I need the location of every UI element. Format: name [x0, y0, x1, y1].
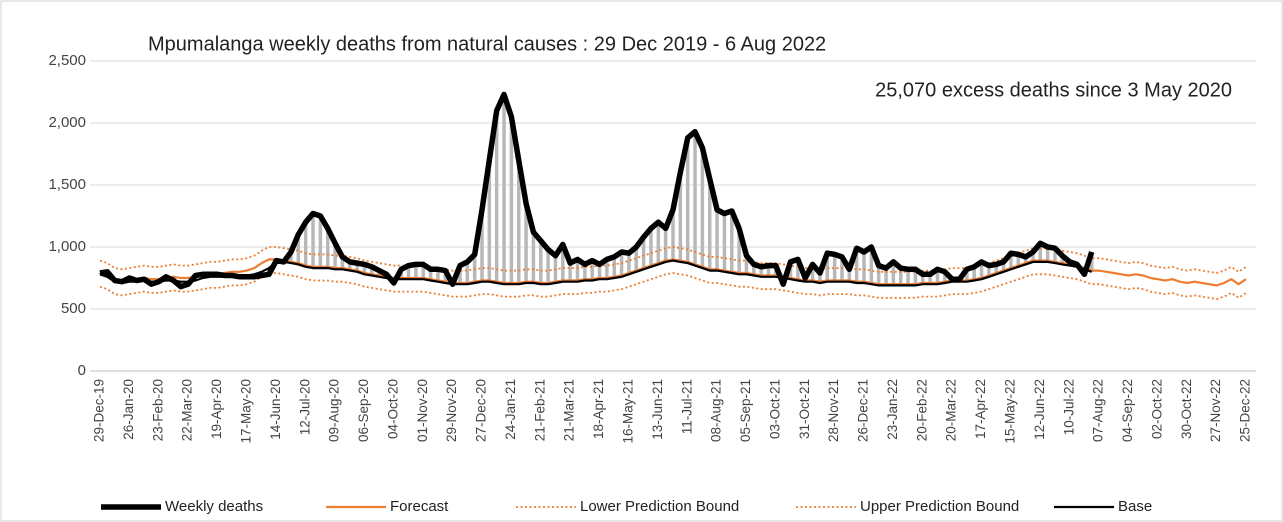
- x-tick-label: 26-Dec-21: [856, 379, 871, 442]
- series-line: [99, 272, 1247, 300]
- legend-label: Weekly deaths: [165, 498, 263, 515]
- x-tick-label: 10-Jul-22: [1061, 379, 1076, 435]
- x-tick-label: 04-Oct-20: [385, 379, 400, 439]
- x-tick-label: 20-Feb-22: [914, 379, 929, 441]
- legend-label: Lower Prediction Bound: [580, 498, 739, 515]
- x-tick-label: 06-Sep-20: [356, 379, 371, 442]
- x-tick-label: 31-Oct-21: [797, 379, 812, 439]
- legend-label: Base: [1118, 498, 1152, 515]
- y-tick-label: 2,500: [48, 52, 86, 69]
- x-tick-label: 29-Dec-19: [92, 379, 107, 442]
- x-tick-label: 27-Nov-22: [1208, 379, 1223, 442]
- x-tick-label: 28-Nov-21: [826, 379, 841, 442]
- x-tick-label: 21-Mar-21: [562, 379, 577, 441]
- x-tick-label: 17-May-20: [238, 379, 253, 444]
- x-tick-label: 23-Feb-20: [150, 379, 165, 441]
- x-tick-label: 15-May-22: [1002, 379, 1017, 444]
- series-line: [99, 259, 1093, 287]
- x-tick-label: 20-Mar-22: [944, 379, 959, 441]
- x-tick-label: 14-Jun-20: [268, 379, 283, 440]
- x-tick-label: 12-Jun-22: [1032, 379, 1047, 440]
- grid: 0 500 1,000 1,500 2,000 2,500 29-Dec-19 26-Jan-…: [48, 52, 1256, 444]
- x-tick-label: 12-Jul-20: [297, 379, 312, 435]
- x-tick-label: 18-Apr-21: [591, 379, 606, 439]
- x-tick-label: 04-Sep-22: [1120, 379, 1135, 442]
- y-tick-label: 500: [61, 300, 86, 317]
- x-tick-label: 25-Dec-22: [1238, 379, 1253, 442]
- x-tick-label: 17-Apr-22: [973, 379, 988, 439]
- y-tick-label: 2,000: [48, 114, 86, 131]
- y-tick-label: 0: [78, 362, 86, 379]
- x-tick-label: 27-Dec-20: [474, 379, 489, 442]
- legend-label: Forecast: [390, 498, 449, 515]
- x-tick-label: 19-Apr-20: [209, 379, 224, 439]
- x-tick-label: 01-Nov-20: [415, 379, 430, 442]
- x-tick-label: 08-Aug-21: [709, 379, 724, 442]
- x-tick-label: 21-Feb-21: [532, 379, 547, 441]
- x-tick-label: 02-Oct-22: [1149, 379, 1164, 439]
- legend: Weekly deaths Forecast Lower Prediction Bo…: [101, 498, 1152, 515]
- x-tick-label: 16-May-21: [620, 379, 635, 444]
- x-tick-label: 13-Jun-21: [650, 379, 665, 440]
- x-tick-label: 11-Jul-21: [679, 379, 694, 434]
- x-tick-label: 29-Nov-20: [444, 379, 459, 442]
- x-tick-label: 09-Aug-20: [327, 379, 342, 442]
- y-tick-label: 1,000: [48, 238, 86, 255]
- series-line: [99, 258, 1247, 287]
- x-tick-label: 07-Aug-22: [1091, 379, 1106, 442]
- y-tick-label: 1,500: [48, 176, 86, 193]
- x-tick-label: 05-Sep-21: [738, 379, 753, 442]
- legend-label: Upper Prediction Bound: [860, 498, 1019, 515]
- series-line: [99, 91, 1095, 290]
- plot: [98, 91, 1247, 300]
- chart-title: Mpumalanga weekly deaths from natural ca…: [148, 33, 826, 55]
- x-tick-label: 26-Jan-20: [121, 379, 136, 440]
- x-tick-label: 30-Oct-22: [1179, 379, 1194, 439]
- x-tick-label: 22-Mar-20: [180, 379, 195, 441]
- x-tick-label: 24-Jan-21: [503, 379, 518, 440]
- x-tick-label: 03-Oct-21: [767, 379, 782, 439]
- x-tick-label: 23-Jan-22: [885, 379, 900, 440]
- annotation: 25,070 excess deaths since 3 May 2020: [875, 79, 1232, 101]
